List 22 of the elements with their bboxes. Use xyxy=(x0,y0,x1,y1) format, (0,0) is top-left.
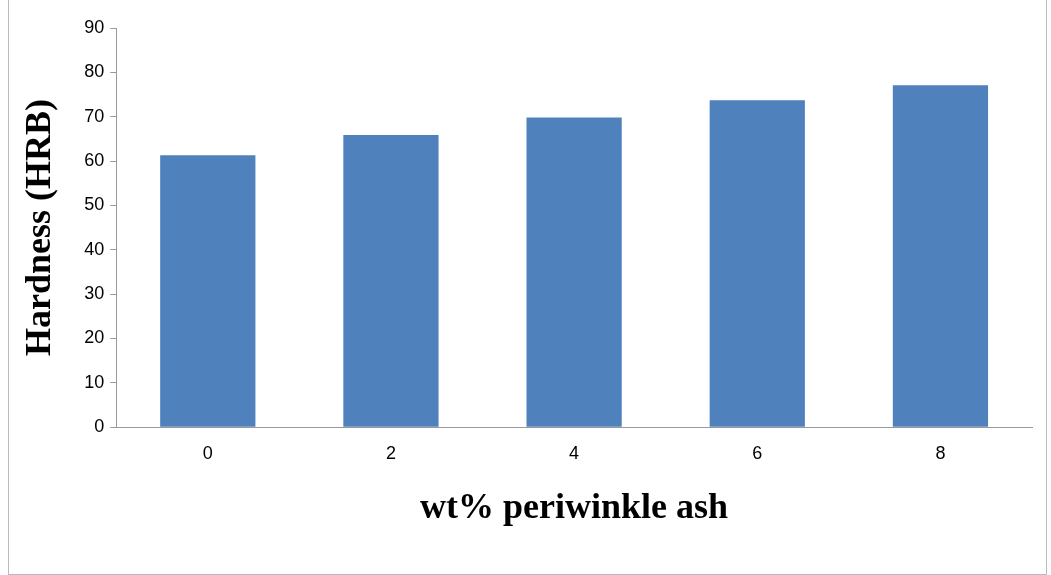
y-axis-title: Hardness (HRB) xyxy=(17,99,58,357)
y-tick-label: 40 xyxy=(84,238,105,259)
x-tick-label: 8 xyxy=(935,442,946,463)
y-tick-label: 70 xyxy=(84,105,105,126)
y-tick-label: 0 xyxy=(94,416,105,437)
bar xyxy=(343,134,439,427)
y-tick-label: 60 xyxy=(84,150,105,171)
y-tick-label: 90 xyxy=(84,16,105,37)
bar xyxy=(892,85,989,427)
y-tick-label: 10 xyxy=(84,371,105,392)
x-tick-label: 4 xyxy=(569,442,580,463)
bar xyxy=(709,100,805,427)
bar xyxy=(160,155,256,427)
x-tick-label: 0 xyxy=(202,442,213,463)
y-tick-label: 50 xyxy=(84,194,105,215)
x-tick-label: 6 xyxy=(752,442,763,463)
bar xyxy=(526,117,622,427)
y-tick-label: 30 xyxy=(84,283,105,304)
y-tick-label: 80 xyxy=(84,61,105,82)
x-tick-label: 2 xyxy=(385,442,396,463)
x-axis-title: wt% periwinkle ash xyxy=(420,485,729,526)
y-tick-label: 20 xyxy=(84,327,105,348)
